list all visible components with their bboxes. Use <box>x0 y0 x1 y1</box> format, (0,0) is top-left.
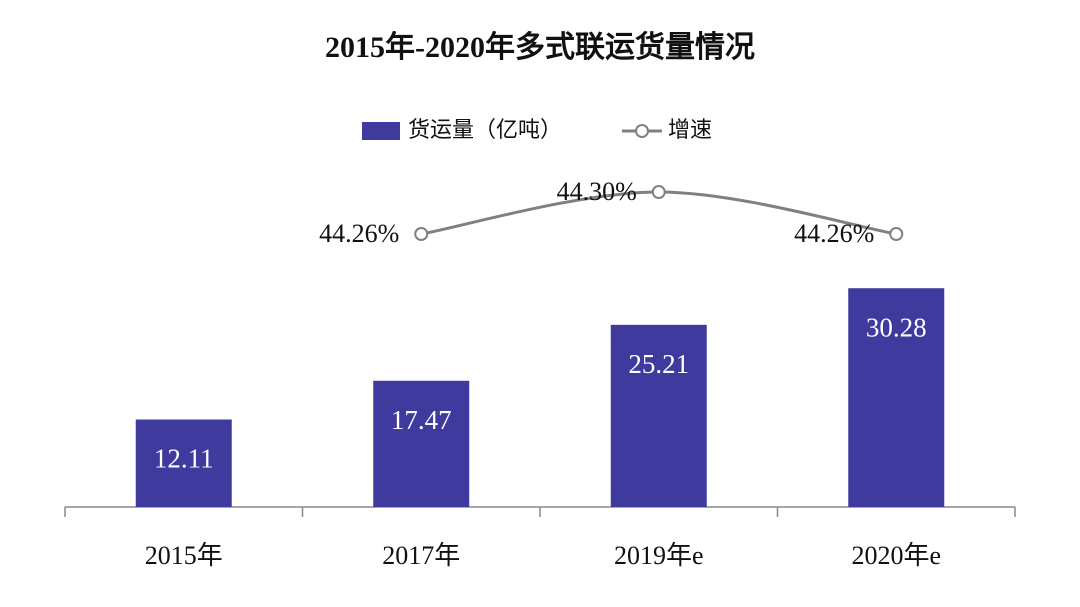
legend-swatch <box>362 122 400 140</box>
x-tick-label: 2020年e <box>851 541 941 570</box>
bar <box>373 380 470 507</box>
line-value-label: 44.26% <box>319 219 399 248</box>
line-value-label: 44.26% <box>794 219 874 248</box>
legend-label: 货运量（亿吨） <box>408 118 562 143</box>
bar <box>135 419 232 507</box>
line-marker <box>414 227 429 241</box>
bar-value-label: 30.28 <box>866 312 927 342</box>
line-value-label: 44.30% <box>557 177 637 206</box>
bar-value-label: 17.47 <box>391 405 452 435</box>
legend-marker <box>635 124 649 138</box>
line-marker <box>651 185 666 199</box>
bar-value-label: 12.11 <box>154 444 214 474</box>
chart-title: 2015年-2020年多式联运货量情况 <box>325 30 755 64</box>
bar <box>848 288 945 507</box>
bar-value-label: 25.21 <box>628 349 689 379</box>
x-tick-label: 2015年 <box>145 541 223 570</box>
bar <box>610 324 707 507</box>
x-tick-label: 2019年e <box>614 541 704 570</box>
line-marker <box>889 227 904 241</box>
legend-label: 增速 <box>668 118 712 143</box>
x-tick-label: 2017年 <box>382 541 460 570</box>
